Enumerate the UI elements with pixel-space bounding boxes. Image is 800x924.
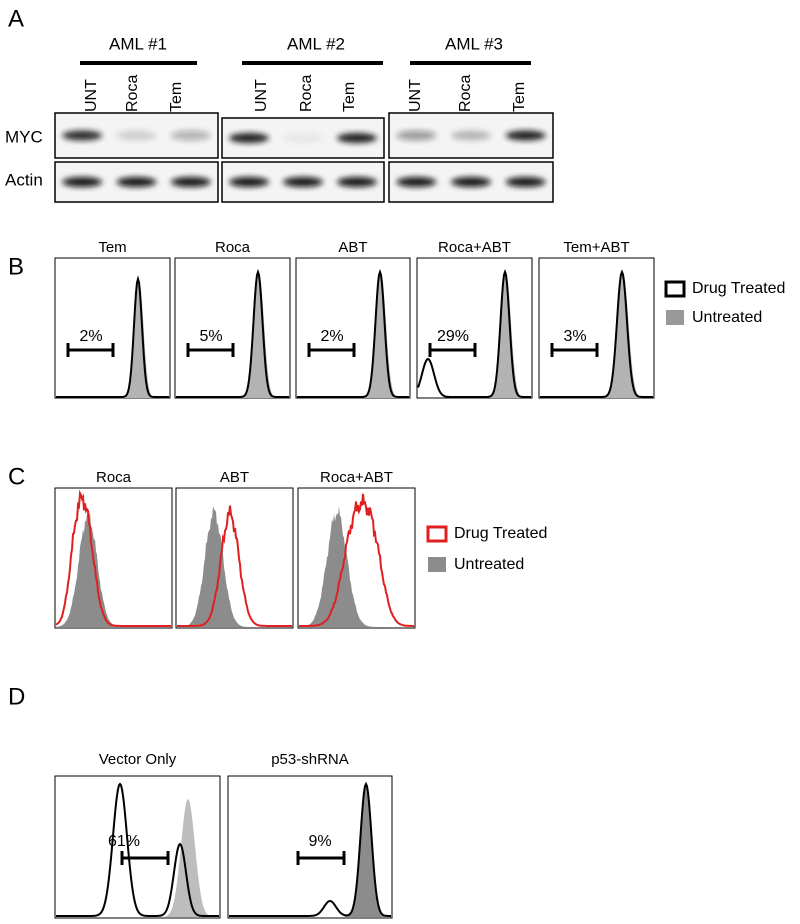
treated-histogram bbox=[177, 505, 292, 627]
plot-title: Roca bbox=[96, 469, 132, 486]
band bbox=[62, 130, 103, 141]
histogram-frame bbox=[174, 257, 291, 399]
panel-label: A bbox=[8, 5, 24, 32]
panel-label: D bbox=[8, 683, 25, 710]
lane-label: Tem bbox=[511, 82, 528, 112]
legend-swatch bbox=[426, 525, 448, 543]
histogram-frame bbox=[54, 257, 171, 399]
histogram-frame bbox=[175, 487, 294, 629]
panel-label: C bbox=[8, 463, 25, 490]
plot-title: Roca bbox=[215, 239, 251, 256]
untreated-histogram bbox=[297, 273, 409, 398]
band bbox=[337, 133, 377, 143]
lane-label: Tem bbox=[168, 82, 185, 112]
lane-label: Roca bbox=[457, 75, 474, 112]
untreated-histogram bbox=[56, 508, 171, 627]
row-label: MYC bbox=[5, 127, 43, 146]
legend-label: Drug Treated bbox=[692, 280, 785, 297]
treated-histogram bbox=[299, 493, 414, 627]
group-title: AML #1 bbox=[109, 34, 167, 53]
treated-histogram bbox=[229, 781, 391, 917]
plot-title: Tem bbox=[98, 239, 126, 256]
gate-percent: 9% bbox=[308, 833, 331, 850]
legend-label: Untreated bbox=[692, 309, 762, 326]
panel-label: B bbox=[8, 253, 24, 280]
row-label: Actin bbox=[5, 170, 43, 189]
untreated-histogram bbox=[418, 273, 531, 398]
treated-histogram bbox=[176, 268, 289, 398]
untreated-histogram bbox=[229, 785, 391, 917]
treated-histogram bbox=[56, 782, 219, 917]
untreated-histogram bbox=[299, 506, 414, 627]
gate-percent: 3% bbox=[563, 328, 586, 345]
histogram-frame bbox=[295, 257, 411, 399]
treated-histogram bbox=[297, 268, 409, 398]
band bbox=[229, 177, 269, 187]
plot-title: Roca+ABT bbox=[320, 469, 393, 486]
gate-percent: 2% bbox=[320, 328, 343, 345]
band bbox=[505, 130, 546, 141]
band bbox=[505, 177, 546, 187]
plot-title: p53-shRNA bbox=[271, 751, 349, 768]
plot-title: ABT bbox=[220, 469, 249, 486]
histogram-frame bbox=[54, 487, 173, 629]
legend-swatch bbox=[666, 310, 684, 325]
untreated-histogram bbox=[56, 799, 219, 917]
lane-label: UNT bbox=[253, 79, 270, 112]
group-title: AML #3 bbox=[445, 34, 503, 53]
untreated-histogram bbox=[540, 273, 653, 398]
band bbox=[396, 177, 437, 187]
band bbox=[337, 177, 377, 187]
band bbox=[451, 177, 491, 187]
band bbox=[116, 177, 157, 187]
untreated-histogram bbox=[177, 506, 292, 627]
lane-label: Tem bbox=[341, 82, 358, 112]
band bbox=[62, 177, 103, 187]
gate-percent: 29% bbox=[437, 328, 469, 345]
group-title: AML #2 bbox=[287, 34, 345, 53]
treated-histogram bbox=[56, 275, 169, 398]
band bbox=[116, 130, 157, 141]
histogram-frame bbox=[54, 775, 221, 919]
band bbox=[229, 133, 269, 143]
lane-label: Roca bbox=[298, 75, 315, 112]
legend-label: Untreated bbox=[454, 556, 524, 573]
band bbox=[283, 133, 323, 143]
plot-title: Vector Only bbox=[99, 751, 177, 768]
legend-swatch bbox=[428, 557, 446, 572]
gate-percent: 5% bbox=[199, 328, 222, 345]
histogram-frame bbox=[538, 257, 655, 399]
gate-percent: 61% bbox=[108, 833, 140, 850]
lane-label: UNT bbox=[407, 79, 424, 112]
lane-label: Roca bbox=[124, 75, 141, 112]
lane-label: UNT bbox=[83, 79, 100, 112]
histogram-frame bbox=[227, 775, 393, 919]
plot-title: ABT bbox=[338, 239, 367, 256]
plot-title: Tem+ABT bbox=[563, 239, 629, 256]
treated-histogram bbox=[540, 269, 653, 398]
histogram-frame bbox=[297, 487, 416, 629]
band bbox=[283, 177, 323, 187]
legend-label: Drug Treated bbox=[454, 525, 547, 542]
band bbox=[170, 130, 211, 141]
untreated-histogram bbox=[56, 280, 169, 398]
plot-title: Roca+ABT bbox=[438, 239, 511, 256]
treated-histogram bbox=[55, 489, 171, 627]
treated-histogram bbox=[417, 268, 531, 398]
untreated-histogram bbox=[176, 273, 289, 398]
band bbox=[396, 130, 437, 141]
band bbox=[170, 177, 211, 187]
legend-swatch bbox=[664, 280, 686, 298]
band bbox=[451, 130, 491, 141]
gate-percent: 2% bbox=[79, 328, 102, 345]
